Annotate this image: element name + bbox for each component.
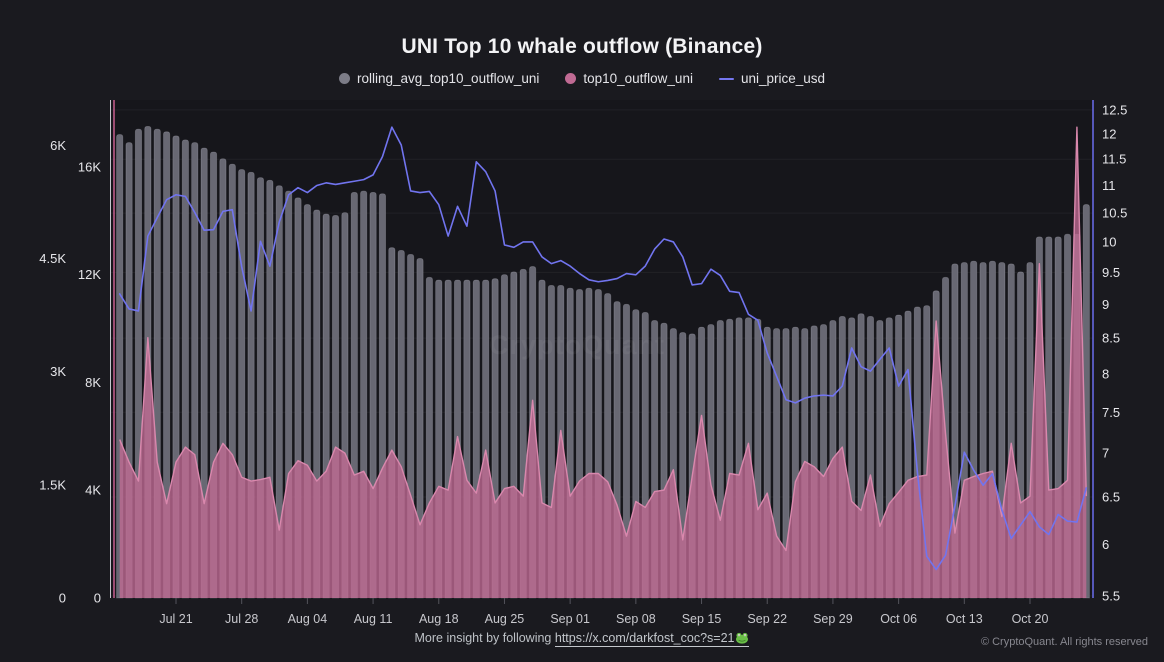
legend-dot-gray-icon <box>338 73 350 84</box>
y-tick-label: 10 <box>1102 234 1116 249</box>
footer-link[interactable]: https://x.com/darkfost_coc?s=21 <box>554 631 750 647</box>
x-tick-label: Aug 04 <box>288 612 328 626</box>
x-tick-label: Sep 22 <box>747 612 787 626</box>
y-tick-label: 6 <box>1102 537 1109 552</box>
x-tick-label: Aug 18 <box>419 612 459 626</box>
legend-label: top10_outflow_uni <box>583 71 693 86</box>
y-tick-label: 8K <box>85 375 101 390</box>
legend-line-purple-icon <box>718 77 734 80</box>
copyright-text: © CryptoQuant. All rights reserved <box>980 636 1148 648</box>
y-tick-label: 11 <box>1102 178 1116 193</box>
watermark: CryptoQuant <box>489 330 665 360</box>
x-tick-label: Aug 11 <box>354 612 393 626</box>
y-tick-label: 7.5 <box>1102 405 1120 420</box>
y-tick-label: 1.5K <box>39 477 66 492</box>
y-tick-label: 0 <box>59 591 66 606</box>
y-tick-label: 12.5 <box>1102 102 1127 117</box>
x-tick-label: Sep 29 <box>813 612 853 626</box>
x-tick-label: Sep 01 <box>550 612 590 626</box>
x-tick-label: Oct 06 <box>880 612 917 626</box>
x-tick-label: Oct 20 <box>1012 612 1049 626</box>
y-tick-label: 8.5 <box>1102 331 1120 346</box>
y-tick-label: 6K <box>50 138 66 153</box>
line-uni-price-usd <box>118 126 1088 571</box>
footer-note: More insight by following https://x.com/… <box>0 631 1164 647</box>
y-tick-label: 3K <box>50 364 66 379</box>
y-tick-label: 11.5 <box>1102 152 1126 167</box>
page-title: UNI Top 10 whale outflow (Binance) <box>401 35 763 58</box>
footer-text: More insight by following <box>414 631 555 645</box>
x-axis: Jul 21 Jul 28 Aug 04 Aug 11 Aug 18 Aug 25 Sep … <box>159 598 1048 626</box>
legend-dot-pink-icon <box>565 73 577 84</box>
legend-label: rolling_avg_top10_outflow_uni <box>356 71 540 86</box>
area-top10-outflow-outline <box>119 126 1088 552</box>
y-tick-label: 10.5 <box>1102 206 1127 221</box>
y-axis-left-outer: 0 1.5K 3K 4.5K 6K <box>39 138 66 606</box>
y-tick-label: 16K <box>78 159 101 174</box>
x-tick-label: Aug 25 <box>485 612 525 626</box>
y-tick-label: 4K <box>85 483 101 498</box>
x-tick-label: Sep 08 <box>616 612 656 626</box>
y-tick-label: 9.5 <box>1102 265 1120 280</box>
x-tick-label: Oct 13 <box>946 612 983 626</box>
frog-emoji-icon <box>736 632 749 644</box>
x-tick-label: Jul 21 <box>159 612 192 626</box>
y-tick-label: 12 <box>1102 127 1116 142</box>
legend-item-uni-price[interactable]: uni_price_usd <box>718 71 826 86</box>
y-tick-label: 8 <box>1102 367 1109 382</box>
area-top10-outflow <box>119 127 1087 598</box>
y-axis-left-inner: 0 4K 8K 12K 16K <box>78 159 101 605</box>
y-tick-label: 4.5K <box>39 251 66 266</box>
legend-label: uni_price_usd <box>740 71 826 86</box>
x-tick-label: Sep 15 <box>682 612 722 626</box>
legend-item-rolling-avg[interactable]: rolling_avg_top10_outflow_uni <box>338 71 540 86</box>
y-tick-label: 6.5 <box>1102 489 1120 504</box>
y-tick-label: 7 <box>1102 446 1109 461</box>
y-tick-label: 0 <box>94 591 101 606</box>
y-tick-label: 9 <box>1102 297 1109 312</box>
legend: rolling_avg_top10_outflow_uni top10_outf… <box>0 71 1164 86</box>
y-tick-label: 5.5 <box>1102 588 1120 603</box>
x-tick-label: Jul 28 <box>225 612 258 626</box>
y-axis-right-price: 5.5 6 6.5 7 7.5 8 8.5 9 9.5 10 10.5 11 11.5 12 12.5 <box>1102 102 1127 603</box>
y-tick-label: 12K <box>78 267 101 282</box>
legend-item-top10-outflow[interactable]: top10_outflow_uni <box>565 71 693 86</box>
